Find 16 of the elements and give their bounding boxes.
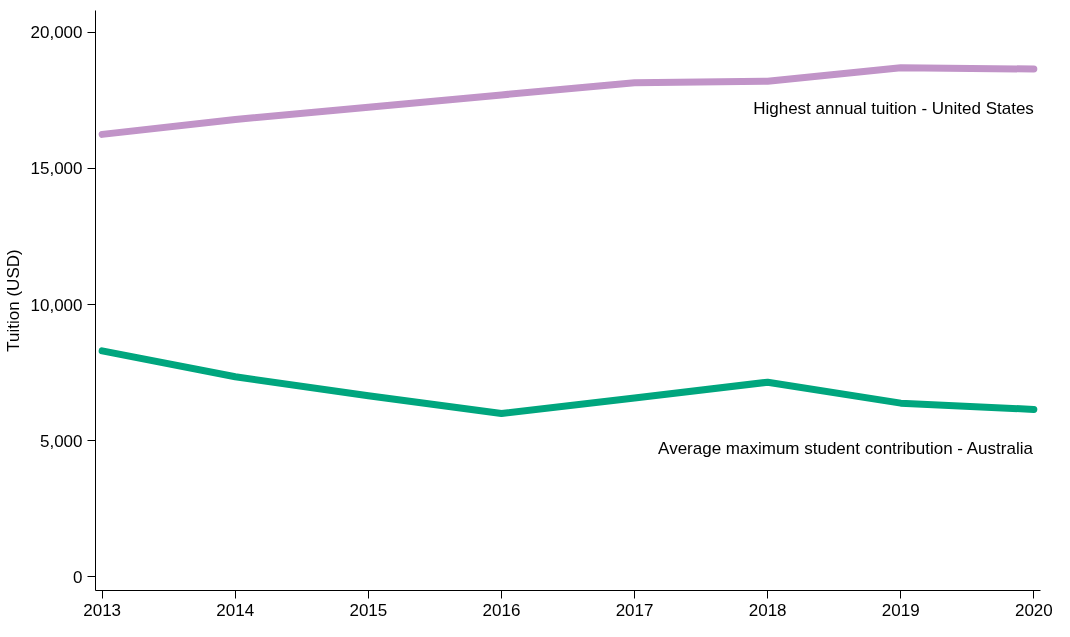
y-tick-label: 0 xyxy=(73,567,83,587)
y-tick-label: 15,000 xyxy=(30,159,83,179)
x-tick-label: 2015 xyxy=(349,600,388,620)
y-tick-label: 5,000 xyxy=(39,431,83,451)
y-axis-title: Tuition (USD) xyxy=(3,249,23,352)
x-tick-label: 2013 xyxy=(83,600,122,620)
y-tick-label: 10,000 xyxy=(30,295,83,315)
x-tick-label: 2014 xyxy=(216,600,255,620)
series-label: Average maximum student contribution - Australia xyxy=(658,439,1034,459)
y-tick-label: 20,000 xyxy=(30,23,83,43)
x-tick-label: 2018 xyxy=(748,600,787,620)
x-tick-label: 2020 xyxy=(1014,600,1053,620)
x-tick-label: 2019 xyxy=(881,600,920,620)
series-label: Highest annual tuition - United States xyxy=(753,99,1034,119)
x-tick-label: 2016 xyxy=(482,600,521,620)
x-tick-label: 2017 xyxy=(615,600,654,620)
